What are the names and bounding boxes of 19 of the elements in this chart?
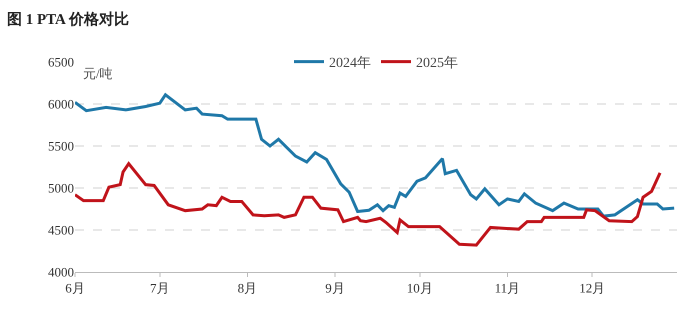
y-tick-label: 5500 [48,138,74,154]
legend-label: 2025年 [416,55,458,72]
x-tick-label: 10月 [406,280,433,296]
chart-title: 图 1 PTA 价格对比 [6,10,129,28]
line-series [75,162,662,247]
legend-label: 2024年 [329,55,371,72]
x-tick-label: 8月 [238,280,258,296]
x-tick-label: 9月 [325,280,345,296]
y-tick-label: 5000 [48,180,74,196]
y-tick-label: 4500 [48,222,74,238]
x-tick-label: 7月 [150,280,170,296]
y-tick-label: 6500 [48,54,74,70]
x-tick-label: 12月 [579,280,606,296]
x-tick-label: 6月 [65,280,85,296]
y-tick-label: 6000 [48,96,74,112]
x-tick-label: 11月 [494,280,520,296]
y-tick-label: 4000 [48,264,74,280]
line-series [75,93,676,218]
y-axis-title: 元/吨 [83,66,113,81]
